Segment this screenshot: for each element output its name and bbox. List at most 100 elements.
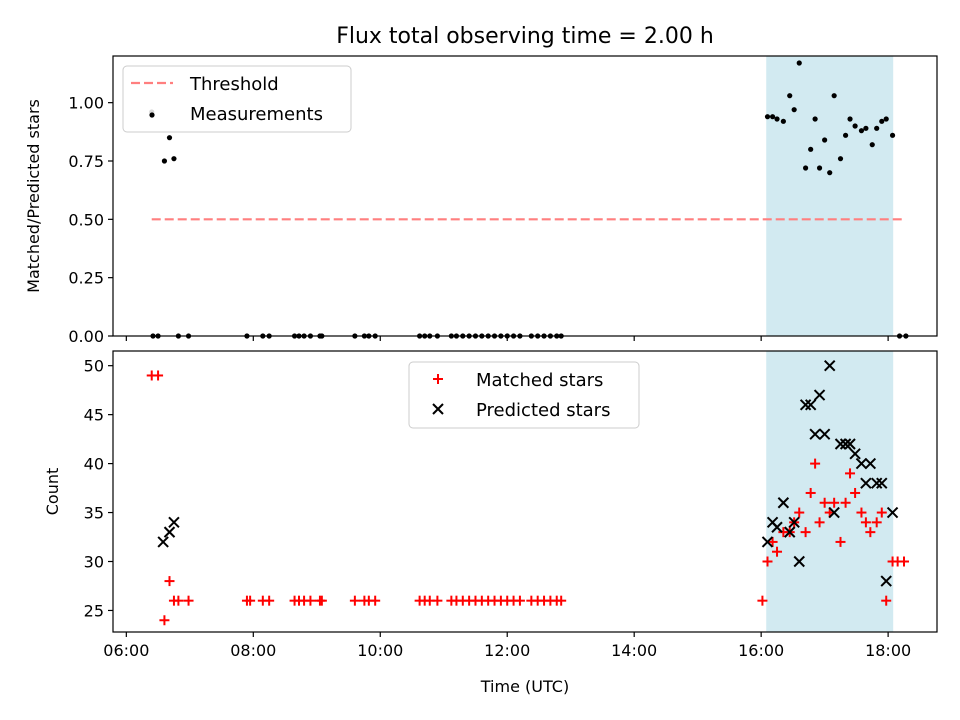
matched-star-marker — [898, 556, 909, 567]
matched-star-marker — [850, 487, 861, 498]
matched-star-marker — [173, 595, 184, 606]
matched-star-marker — [794, 507, 805, 518]
y-tick-label: 25 — [84, 601, 104, 620]
y-tick-label: 0.75 — [68, 152, 104, 171]
matched-star-marker — [860, 517, 871, 528]
predicted-star-marker-b — [163, 526, 176, 538]
measurement-point — [171, 156, 177, 162]
matched-star-marker — [183, 595, 194, 606]
y-tick-label: 50 — [84, 357, 104, 376]
predicted-star-marker — [799, 399, 812, 411]
chart-title: Flux total observing time = 2.00 h — [336, 24, 714, 49]
matched-star-marker — [829, 497, 840, 508]
measurement-point — [831, 93, 837, 99]
x-tick-label: 18:00 — [865, 641, 911, 660]
legend-threshold-label: Threshold — [189, 74, 279, 95]
predicted-star-marker — [864, 457, 877, 470]
predicted-star-marker — [809, 428, 821, 440]
measurement-point — [874, 125, 880, 131]
measurement-point — [889, 132, 896, 138]
predicted-star-marker — [788, 516, 800, 529]
legend: Threshold Measurements — [122, 65, 352, 133]
measurement-point — [863, 125, 869, 131]
predicted-star-marker-b — [849, 448, 861, 460]
matched-star-marker — [767, 536, 778, 547]
predicted-star-marker — [804, 399, 817, 411]
predicted-star-marker-b — [157, 536, 169, 548]
measurement-point — [808, 146, 814, 152]
predicted-star-marker-b — [784, 526, 796, 538]
predicted-star-marker-b — [788, 516, 800, 529]
matched-star-marker — [349, 595, 360, 606]
predicted-star-marker-b — [834, 438, 847, 450]
predicted-star-marker — [844, 438, 856, 450]
predicted-star-marker-b — [855, 457, 868, 470]
y-tick-label: 40 — [84, 455, 104, 474]
matched-star-marker — [871, 517, 882, 528]
predicted-star-marker-b — [168, 516, 180, 529]
x-axis-label: Time (UTC) — [480, 677, 569, 696]
matched-star-marker — [153, 370, 164, 381]
predicted-star-marker-b — [860, 477, 872, 489]
legend-measurement-swatch — [149, 112, 155, 118]
measurement-point — [780, 118, 786, 124]
predicted-star-marker — [818, 428, 831, 440]
y-tick-label: 0.25 — [68, 269, 104, 288]
y-tick-label: 0.00 — [68, 327, 104, 346]
predicted-star-marker-b — [880, 575, 892, 587]
predicted-star-marker — [886, 506, 899, 519]
matched-star-marker — [245, 595, 256, 606]
matched-star-marker — [159, 615, 170, 626]
measurement-point — [816, 165, 823, 171]
matched-star-marker — [840, 497, 851, 508]
predicted-star-marker-b — [870, 477, 883, 489]
measurement-point — [869, 142, 875, 148]
predicted-star-marker — [880, 575, 892, 587]
matched-star-marker — [316, 595, 327, 606]
measurement-point — [822, 137, 828, 143]
measurement-point — [847, 116, 853, 122]
predicted-star-marker-b — [809, 428, 821, 440]
predicted-star-marker-b — [761, 536, 774, 548]
x-tick-label: 12:00 — [484, 641, 530, 660]
matched-star-marker — [800, 527, 811, 538]
predicted-star-marker — [784, 526, 796, 538]
predicted-star-marker-b — [793, 555, 805, 568]
top-panel: 0.00 0.25 0.50 0.75 1.00 Matched/Predicted st… — [24, 55, 938, 346]
y-tick-label: 30 — [84, 553, 104, 572]
matched-star-marker — [856, 507, 867, 518]
predicted-star-marker — [828, 506, 840, 519]
matched-star-marker — [757, 595, 768, 606]
matched-star-marker — [876, 507, 887, 518]
predicted-star-marker-b — [864, 457, 877, 470]
legend-box — [122, 65, 352, 133]
predicted-star-marker — [813, 389, 826, 401]
measurement-point — [858, 128, 865, 134]
matched-star-marker — [819, 497, 830, 508]
matched-star-marker — [845, 468, 856, 479]
y-tick-label: 35 — [84, 504, 104, 523]
predicted-star-marker-b — [771, 521, 783, 533]
matched-star-marker — [835, 536, 846, 547]
predicted-star-marker-b — [824, 359, 836, 372]
matched-star-marker — [264, 595, 275, 606]
matched-star-marker — [164, 576, 175, 587]
matched-star-marker — [881, 595, 892, 606]
measurement-point — [852, 123, 858, 129]
measurement-point — [842, 132, 849, 138]
x-tick-label: 08:00 — [230, 641, 276, 660]
y-axis-label: Matched/Predicted stars — [24, 99, 43, 293]
measurement-point — [802, 165, 809, 171]
bottom-panel: 25 30 35 40 45 50 06:00 08:00 10:00 12:00 14:00 16:… — [43, 350, 938, 696]
measurement-point — [791, 107, 797, 113]
measurement-point — [166, 135, 173, 141]
x-tick-label: 10:00 — [357, 641, 403, 660]
matched-star-marker — [772, 546, 783, 557]
x-tick-label: 06:00 — [103, 641, 149, 660]
predicted-star-marker — [777, 497, 790, 509]
predicted-star-marker — [834, 438, 847, 450]
predicted-star-marker-b — [804, 399, 817, 411]
axes-frame — [112, 350, 938, 633]
predicted-star-marker — [163, 526, 176, 538]
